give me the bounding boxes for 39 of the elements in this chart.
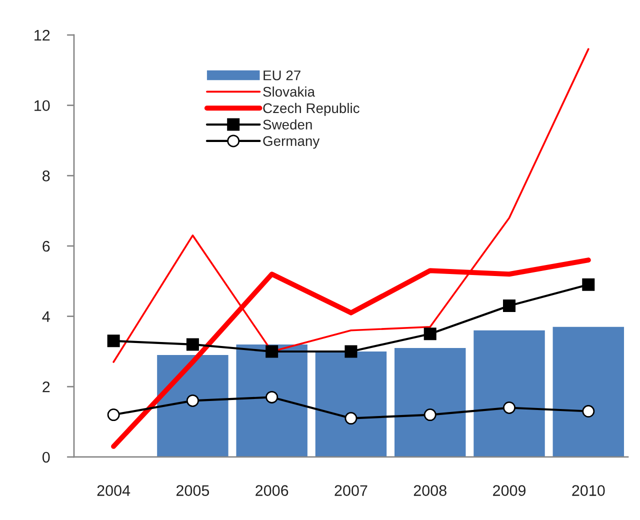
y-tick-label: 4	[42, 311, 50, 322]
bar	[394, 348, 466, 457]
x-tick-label: 2004	[97, 485, 130, 496]
y-tick-label: 6	[42, 240, 50, 252]
point	[503, 300, 516, 312]
legend-label: Czech Republic	[263, 102, 360, 116]
point	[107, 334, 120, 348]
legend-label: Sweden	[263, 119, 312, 130]
point	[186, 338, 199, 351]
y-tick-label: 2	[42, 382, 50, 392]
x-tick-label: 2009	[493, 485, 526, 496]
legend-label: Germany	[263, 136, 320, 149]
bar	[157, 355, 228, 457]
y-tick-label: 10	[34, 100, 50, 112]
point	[344, 412, 358, 425]
y-tick-label: 8	[42, 170, 50, 182]
point	[266, 390, 278, 404]
point	[424, 328, 436, 340]
point	[582, 405, 595, 418]
point	[107, 408, 120, 422]
x-tick-label: 2010	[572, 485, 605, 496]
bar	[552, 326, 624, 457]
x-tick-label: 2005	[176, 485, 210, 496]
y-tick-label: 12	[34, 30, 50, 41]
point	[186, 394, 199, 407]
x-tick-label: 2007	[334, 485, 368, 496]
x-tick-label: 2008	[414, 485, 446, 496]
point	[344, 345, 358, 358]
point	[582, 278, 595, 291]
point	[424, 408, 436, 422]
bar	[474, 330, 545, 457]
legend-label: EU 27	[264, 70, 300, 80]
x-tick-label: 2006	[256, 485, 288, 496]
point	[503, 401, 516, 414]
point	[266, 345, 278, 358]
legend-label: Slovakia	[263, 86, 316, 97]
bar	[236, 344, 308, 457]
bar	[315, 351, 387, 457]
y-tick-label: 0	[42, 452, 50, 463]
